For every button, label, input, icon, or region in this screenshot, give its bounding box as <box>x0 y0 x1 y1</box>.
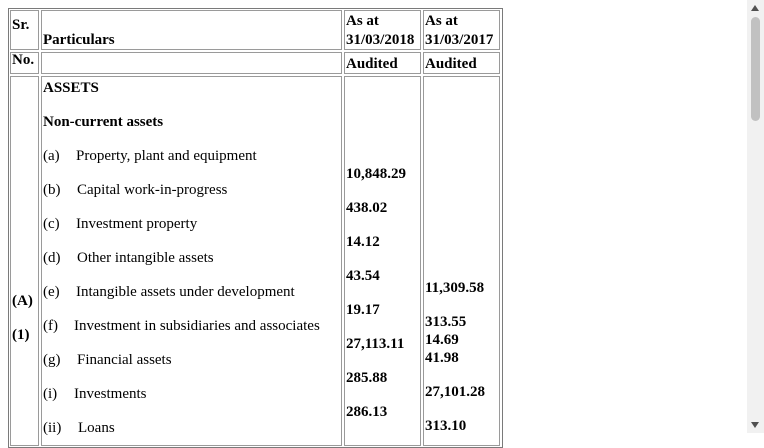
status-col2: Audited <box>425 56 477 72</box>
item-key: (a) <box>43 148 60 164</box>
header-sr: Sr. <box>12 17 30 33</box>
item-key: (d) <box>43 250 61 266</box>
value-2018: 19.17 <box>346 302 380 318</box>
item-key: (g) <box>43 352 61 368</box>
value-2018: 286.13 <box>346 404 388 420</box>
value-2017: 11,309.58 <box>425 280 485 296</box>
item-key: (b) <box>43 182 61 198</box>
value-2018: 43.54 <box>346 268 380 284</box>
section-code-1: (1) <box>12 327 30 343</box>
status-col2-cell <box>423 52 500 74</box>
body-code-cell <box>10 76 39 446</box>
scroll-up-arrow-icon[interactable] <box>751 5 759 11</box>
value-2018: 14.12 <box>346 234 380 250</box>
value-2017: 14.69 <box>425 332 459 348</box>
item-label: Intangible assets under development <box>76 284 295 300</box>
header-col1-line1: As at <box>346 13 379 29</box>
value-2018: 285.88 <box>346 370 388 386</box>
section-code-a: (A) <box>12 293 33 309</box>
header-col2-line2: 31/03/2017 <box>425 32 494 48</box>
header-no-cell <box>10 52 39 74</box>
item-label: Investments <box>74 386 147 402</box>
item-key: (ii) <box>43 420 62 436</box>
status-col1: Audited <box>346 56 398 72</box>
value-2017: 41.98 <box>425 350 459 366</box>
scroll-down-arrow-icon[interactable] <box>751 422 759 428</box>
status-col1-cell <box>344 52 421 74</box>
item-key: (i) <box>43 386 58 402</box>
header-particulars: Particulars <box>43 32 115 48</box>
body-col1-cell <box>344 76 421 446</box>
header-particulars-cell <box>41 10 342 50</box>
item-label: Loans <box>78 420 115 436</box>
value-2018: 10,848.29 <box>346 166 406 182</box>
item-key: (e) <box>43 284 60 300</box>
noncurrent-heading: Non-current assets <box>43 114 164 130</box>
header-col2-line1: As at <box>425 13 458 29</box>
item-label: Other intangible assets <box>77 250 214 266</box>
header-col1-line2: 31/03/2018 <box>346 32 415 48</box>
item-label: Investment in subsidiaries and associate… <box>74 318 320 334</box>
item-label: Investment property <box>76 216 198 232</box>
value-2017: 313.55 <box>425 314 467 330</box>
value-2018: 27,113.11 <box>346 336 405 352</box>
value-2017: 313.10 <box>425 418 467 434</box>
item-key: (f) <box>43 318 58 334</box>
header-sr-cell <box>10 10 39 50</box>
item-label: Financial assets <box>77 352 172 368</box>
item-label: Capital work-in-progress <box>77 182 228 198</box>
vertical-scrollbar[interactable] <box>747 0 764 433</box>
value-2017: 27,101.28 <box>425 384 485 400</box>
item-key: (c) <box>43 216 60 232</box>
scroll-thumb[interactable] <box>751 17 760 121</box>
value-2018: 438.02 <box>346 200 388 216</box>
header-empty-cell <box>41 52 342 74</box>
assets-heading: ASSETS <box>43 80 99 96</box>
item-label: Property, plant and equipment <box>76 148 257 164</box>
header-col2-cell <box>423 10 500 50</box>
header-col1-cell <box>344 10 421 50</box>
header-no: No. <box>12 52 35 68</box>
